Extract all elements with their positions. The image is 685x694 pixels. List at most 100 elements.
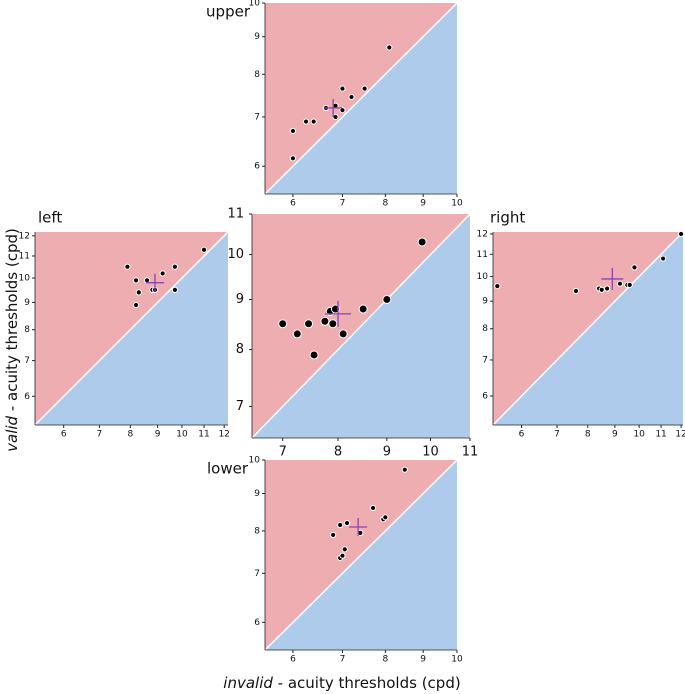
data-point [494, 283, 501, 290]
x-tick-label: 10 [422, 445, 439, 460]
x-tick-label: 10 [633, 430, 645, 440]
data-point [677, 230, 685, 238]
data-point [132, 277, 140, 284]
x-tick-label: 9 [420, 199, 426, 209]
y-tick-label: 9 [236, 292, 244, 307]
y-tick-label: 9 [24, 298, 30, 308]
x-tick-label: 9 [383, 445, 391, 460]
x-tick-label: 10 [451, 655, 463, 665]
data-point [598, 286, 605, 293]
x-tick-label: 11 [462, 445, 479, 460]
y-tick-label: 11 [477, 250, 488, 260]
data-point [339, 552, 346, 559]
y-label-emphasis: valid [3, 415, 21, 451]
x-label-text: - acuity thresholds (cpd) [273, 674, 461, 692]
x-tick-label: 11 [655, 430, 666, 440]
x-tick-label: 6 [61, 430, 67, 440]
y-tick-label: 6 [254, 162, 260, 172]
y-tick-label: 7 [236, 399, 244, 414]
data-point [171, 263, 179, 270]
y-tick-label: 10 [19, 274, 31, 284]
panel-title: upper [206, 3, 251, 21]
data-point [616, 280, 624, 287]
x-tick-label: 8 [382, 655, 388, 665]
y-tick-label: 7 [482, 355, 488, 365]
data-point [572, 287, 580, 295]
data-point [302, 118, 310, 125]
data-point [304, 319, 314, 329]
x-tick-label: 8 [127, 430, 133, 440]
identity-line [264, 2, 458, 195]
x-tick-label: 8 [382, 199, 388, 209]
data-point [369, 504, 377, 512]
x-tick-label: 10 [176, 430, 188, 440]
x-tick-label: 7 [340, 199, 346, 209]
y-tick-label: 6 [482, 391, 488, 401]
y-tick-label: 10 [227, 247, 244, 262]
data-point [660, 255, 667, 262]
x-tick-label: 8 [585, 430, 591, 440]
y-tick-label: 11 [19, 251, 30, 261]
y-tick-label: 8 [24, 325, 30, 335]
panel-title: left [38, 209, 62, 227]
x-tick-label: 6 [519, 430, 525, 440]
x-tick-label: 10 [451, 199, 463, 209]
x-tick-label: 11 [198, 430, 209, 440]
data-point [292, 329, 302, 339]
y-axis-label: valid - acuity thresholds (cpd) [3, 228, 21, 452]
panel-title: lower [207, 460, 249, 478]
y-tick-label: 9 [254, 32, 260, 42]
data-point [401, 466, 408, 473]
data-point [328, 319, 338, 329]
y-tick-label: 10 [249, 0, 261, 9]
x-tick-label: 7 [97, 430, 103, 440]
y-tick-label: 10 [249, 456, 261, 466]
y-tick-label: 7 [254, 112, 260, 122]
x-tick-label: 6 [290, 199, 296, 209]
x-tick-label: 6 [290, 655, 296, 665]
x-tick-label: 12 [675, 430, 685, 440]
y-tick-label: 12 [477, 229, 488, 239]
data-point [332, 113, 339, 121]
x-tick-label: 7 [554, 430, 560, 440]
x-tick-label: 7 [340, 655, 346, 665]
identity-line [251, 213, 471, 439]
y-tick-label: 6 [24, 392, 30, 402]
panel-title: right [490, 209, 525, 227]
data-point [289, 155, 297, 162]
data-point [310, 118, 317, 125]
data-point [337, 521, 344, 529]
data-point [124, 263, 131, 270]
data-point [159, 270, 166, 277]
data-point [626, 281, 633, 288]
data-point [358, 304, 368, 314]
data-point [278, 319, 288, 329]
y-tick-label: 8 [236, 342, 244, 357]
data-point [386, 44, 393, 51]
identity-line [34, 231, 229, 426]
data-point [341, 546, 348, 553]
data-point [309, 350, 319, 360]
x-axis-label: invalid - acuity thresholds (cpd) [223, 674, 460, 692]
x-tick-label: 8 [334, 445, 342, 460]
data-point [348, 93, 355, 101]
y-tick-label: 8 [254, 70, 260, 80]
data-point [339, 85, 346, 92]
y-tick-label: 8 [482, 324, 488, 334]
data-point [320, 316, 330, 326]
data-point [171, 286, 179, 294]
x-tick-label: 9 [420, 655, 426, 665]
y-tick-label: 8 [254, 526, 260, 536]
data-point [200, 246, 208, 253]
y-tick-label: 6 [254, 618, 260, 628]
data-point [631, 264, 638, 271]
x-tick-label: 9 [155, 430, 161, 440]
data-point [343, 519, 351, 527]
x-tick-label: 9 [612, 430, 618, 440]
x-tick-label: 7 [279, 445, 287, 460]
y-tick-label: 10 [477, 272, 489, 282]
data-point [603, 285, 611, 292]
x-label-emphasis: invalid [223, 674, 273, 692]
data-point [135, 289, 142, 296]
